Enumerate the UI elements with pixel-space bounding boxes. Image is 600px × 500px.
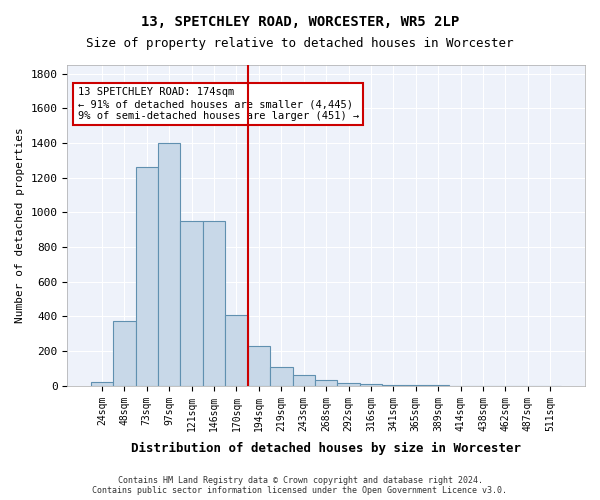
Bar — [113, 321, 136, 386]
Bar — [270, 367, 293, 386]
Text: Contains HM Land Registry data © Crown copyright and database right 2024.
Contai: Contains HM Land Registry data © Crown c… — [92, 476, 508, 495]
Bar — [248, 346, 270, 386]
Bar — [315, 380, 337, 386]
Text: 13 SPETCHLEY ROAD: 174sqm
← 91% of detached houses are smaller (4,445)
9% of sem: 13 SPETCHLEY ROAD: 174sqm ← 91% of detac… — [77, 88, 359, 120]
Text: Size of property relative to detached houses in Worcester: Size of property relative to detached ho… — [86, 38, 514, 51]
Bar — [382, 385, 404, 386]
Bar — [203, 221, 225, 386]
Bar — [337, 382, 360, 386]
X-axis label: Distribution of detached houses by size in Worcester: Distribution of detached houses by size … — [131, 442, 521, 455]
Bar — [360, 384, 382, 386]
Bar — [91, 382, 113, 386]
Text: 13, SPETCHLEY ROAD, WORCESTER, WR5 2LP: 13, SPETCHLEY ROAD, WORCESTER, WR5 2LP — [141, 15, 459, 29]
Bar — [181, 221, 203, 386]
Bar — [225, 314, 248, 386]
Bar — [136, 168, 158, 386]
Y-axis label: Number of detached properties: Number of detached properties — [15, 128, 25, 324]
Bar — [158, 143, 181, 386]
Bar — [293, 374, 315, 386]
